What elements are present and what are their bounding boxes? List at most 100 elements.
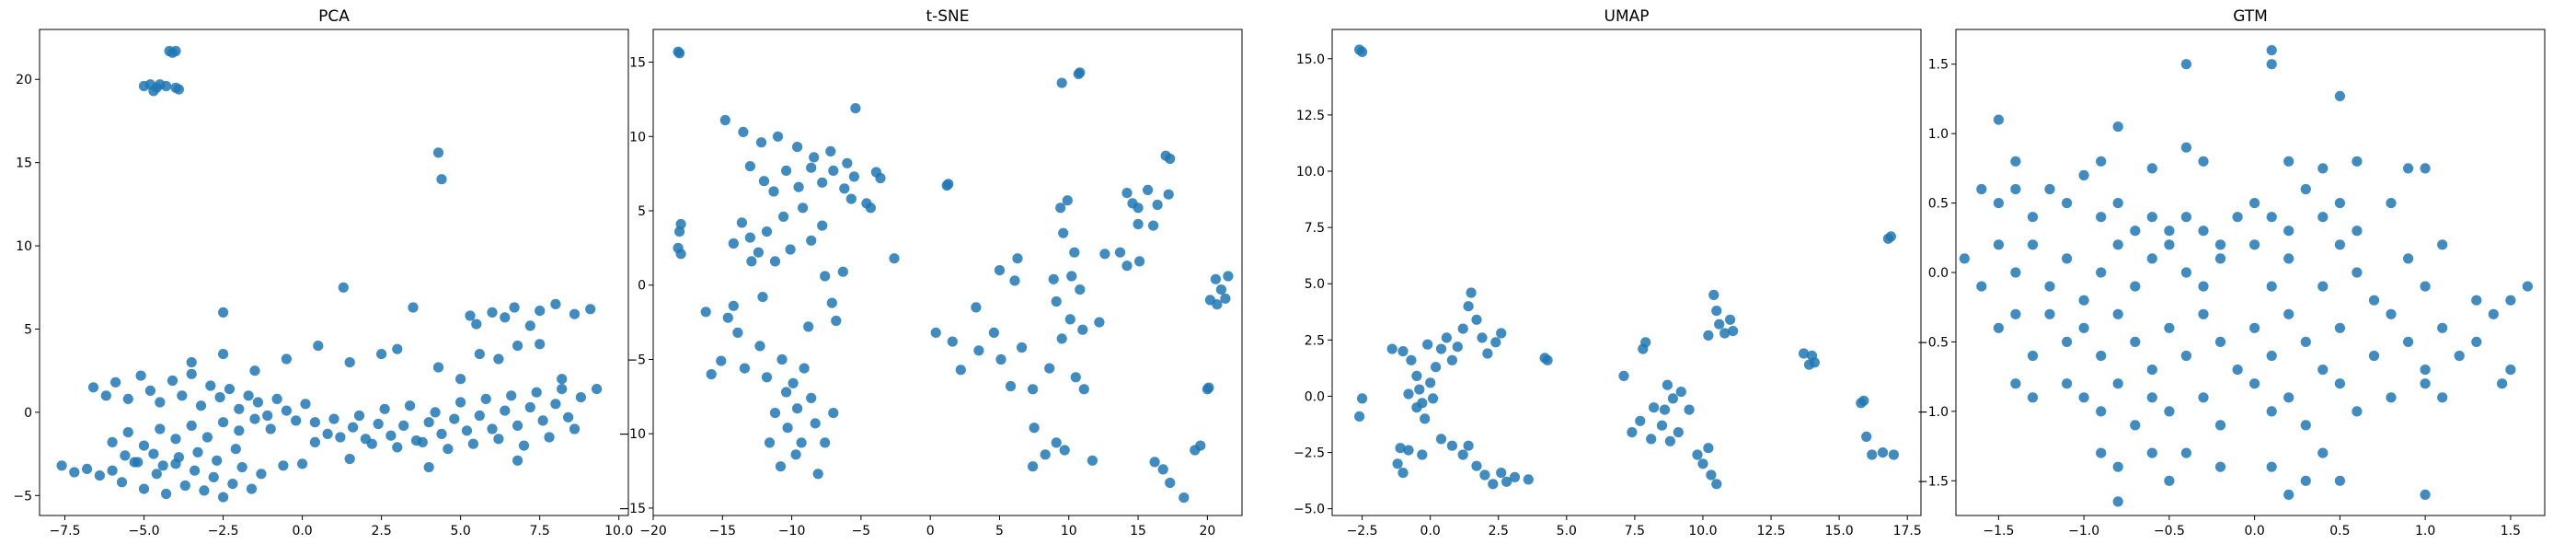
data-point	[69, 467, 80, 478]
data-point	[1664, 435, 1675, 446]
data-point	[826, 297, 837, 308]
data-point	[2505, 365, 2516, 376]
x-tick-label: 5	[995, 524, 1004, 539]
data-point	[2471, 295, 2482, 306]
data-point	[1220, 293, 1231, 304]
data-point	[2062, 378, 2073, 389]
data-point	[1070, 372, 1081, 383]
data-point	[2317, 163, 2329, 174]
x-tick-label: 7.5	[1625, 524, 1645, 539]
data-point	[335, 432, 346, 443]
data-point	[2437, 239, 2448, 250]
data-point	[2420, 489, 2431, 501]
data-point	[500, 405, 511, 416]
data-point	[943, 179, 954, 190]
data-point	[135, 370, 146, 381]
data-point	[1149, 457, 1160, 468]
data-point	[1703, 443, 1714, 454]
data-point	[2062, 336, 2073, 347]
data-point	[2266, 281, 2277, 292]
data-point	[405, 400, 416, 411]
data-point	[1509, 471, 1521, 483]
panel-pca: PCA −7.5 −5.0 −2.5 0.0 2.5 5.0 7.5 10.0 −5 0 5 10 15 2…	[13, 7, 633, 539]
axes-frame	[1331, 29, 1922, 516]
data-point	[1422, 339, 1433, 350]
y-tick-label: 10	[629, 130, 646, 145]
data-point	[1706, 469, 1717, 481]
data-point	[2283, 226, 2294, 237]
data-point	[2146, 365, 2157, 376]
data-point	[1029, 423, 1040, 434]
data-point	[1056, 77, 1067, 88]
data-point	[1675, 387, 1686, 398]
axes-frame	[39, 29, 629, 516]
data-point	[796, 437, 807, 448]
data-point	[557, 384, 568, 395]
y-tick-label: −0.5	[1917, 335, 1949, 350]
data-point	[764, 437, 776, 448]
data-point	[2096, 212, 2107, 223]
data-point	[1354, 411, 1365, 422]
scatter-points	[56, 45, 603, 503]
panel-t-sne: t-SNE −20 −15 −10 −5 0 5 10 15 20 −15 −10 −5 0 5 10 15	[618, 7, 1243, 539]
x-tick-label: −10	[778, 524, 806, 539]
data-point	[1094, 317, 1105, 328]
data-point	[2078, 169, 2089, 180]
data-point	[988, 327, 999, 338]
data-point	[792, 142, 803, 153]
data-point	[2352, 406, 2363, 417]
data-point	[2249, 239, 2260, 250]
data-point	[994, 265, 1006, 276]
data-point	[474, 349, 485, 360]
data-point	[1431, 362, 1442, 373]
data-point	[2437, 392, 2448, 403]
data-point	[348, 422, 359, 433]
data-point	[820, 437, 831, 448]
data-point	[1048, 273, 1059, 284]
data-point	[1496, 328, 1507, 339]
data-point	[1858, 395, 1869, 406]
data-point	[1711, 479, 1722, 490]
data-point	[1711, 306, 1722, 317]
data-point	[167, 375, 178, 387]
data-point	[1673, 427, 1684, 438]
data-point	[1479, 469, 1490, 481]
data-point	[1073, 68, 1084, 79]
data-point	[2164, 322, 2175, 333]
data-point	[2317, 281, 2329, 292]
x-tick-label: −1.0	[2068, 524, 2099, 539]
x-tick-label: −5.0	[129, 524, 160, 539]
data-point	[313, 341, 324, 352]
data-point	[1627, 427, 1638, 438]
data-point	[719, 114, 730, 126]
data-point	[2112, 239, 2123, 250]
data-point	[2198, 308, 2209, 319]
data-point	[2180, 59, 2191, 70]
data-point	[792, 403, 803, 414]
data-point	[755, 137, 767, 148]
data-point	[436, 174, 447, 185]
data-point	[563, 411, 574, 423]
data-point	[252, 397, 263, 408]
data-point	[2249, 378, 2260, 389]
data-point	[186, 357, 197, 368]
axes-frame	[652, 29, 1243, 516]
data-point	[799, 363, 810, 374]
data-point	[1397, 346, 1409, 357]
data-point	[1867, 449, 1878, 460]
data-point	[1017, 342, 1028, 353]
data-point	[806, 162, 817, 173]
data-point	[1152, 199, 1163, 211]
data-point	[820, 271, 831, 282]
data-point	[1482, 348, 1493, 359]
data-point	[2180, 142, 2191, 153]
data-point	[2283, 392, 2294, 403]
data-point	[512, 341, 523, 352]
data-point	[971, 302, 982, 313]
data-point	[148, 86, 159, 97]
data-point	[2232, 212, 2243, 223]
y-tick-label: 5.0	[1305, 277, 1325, 292]
data-point	[1005, 380, 1017, 392]
data-point	[1064, 314, 1075, 325]
data-point	[812, 469, 823, 480]
